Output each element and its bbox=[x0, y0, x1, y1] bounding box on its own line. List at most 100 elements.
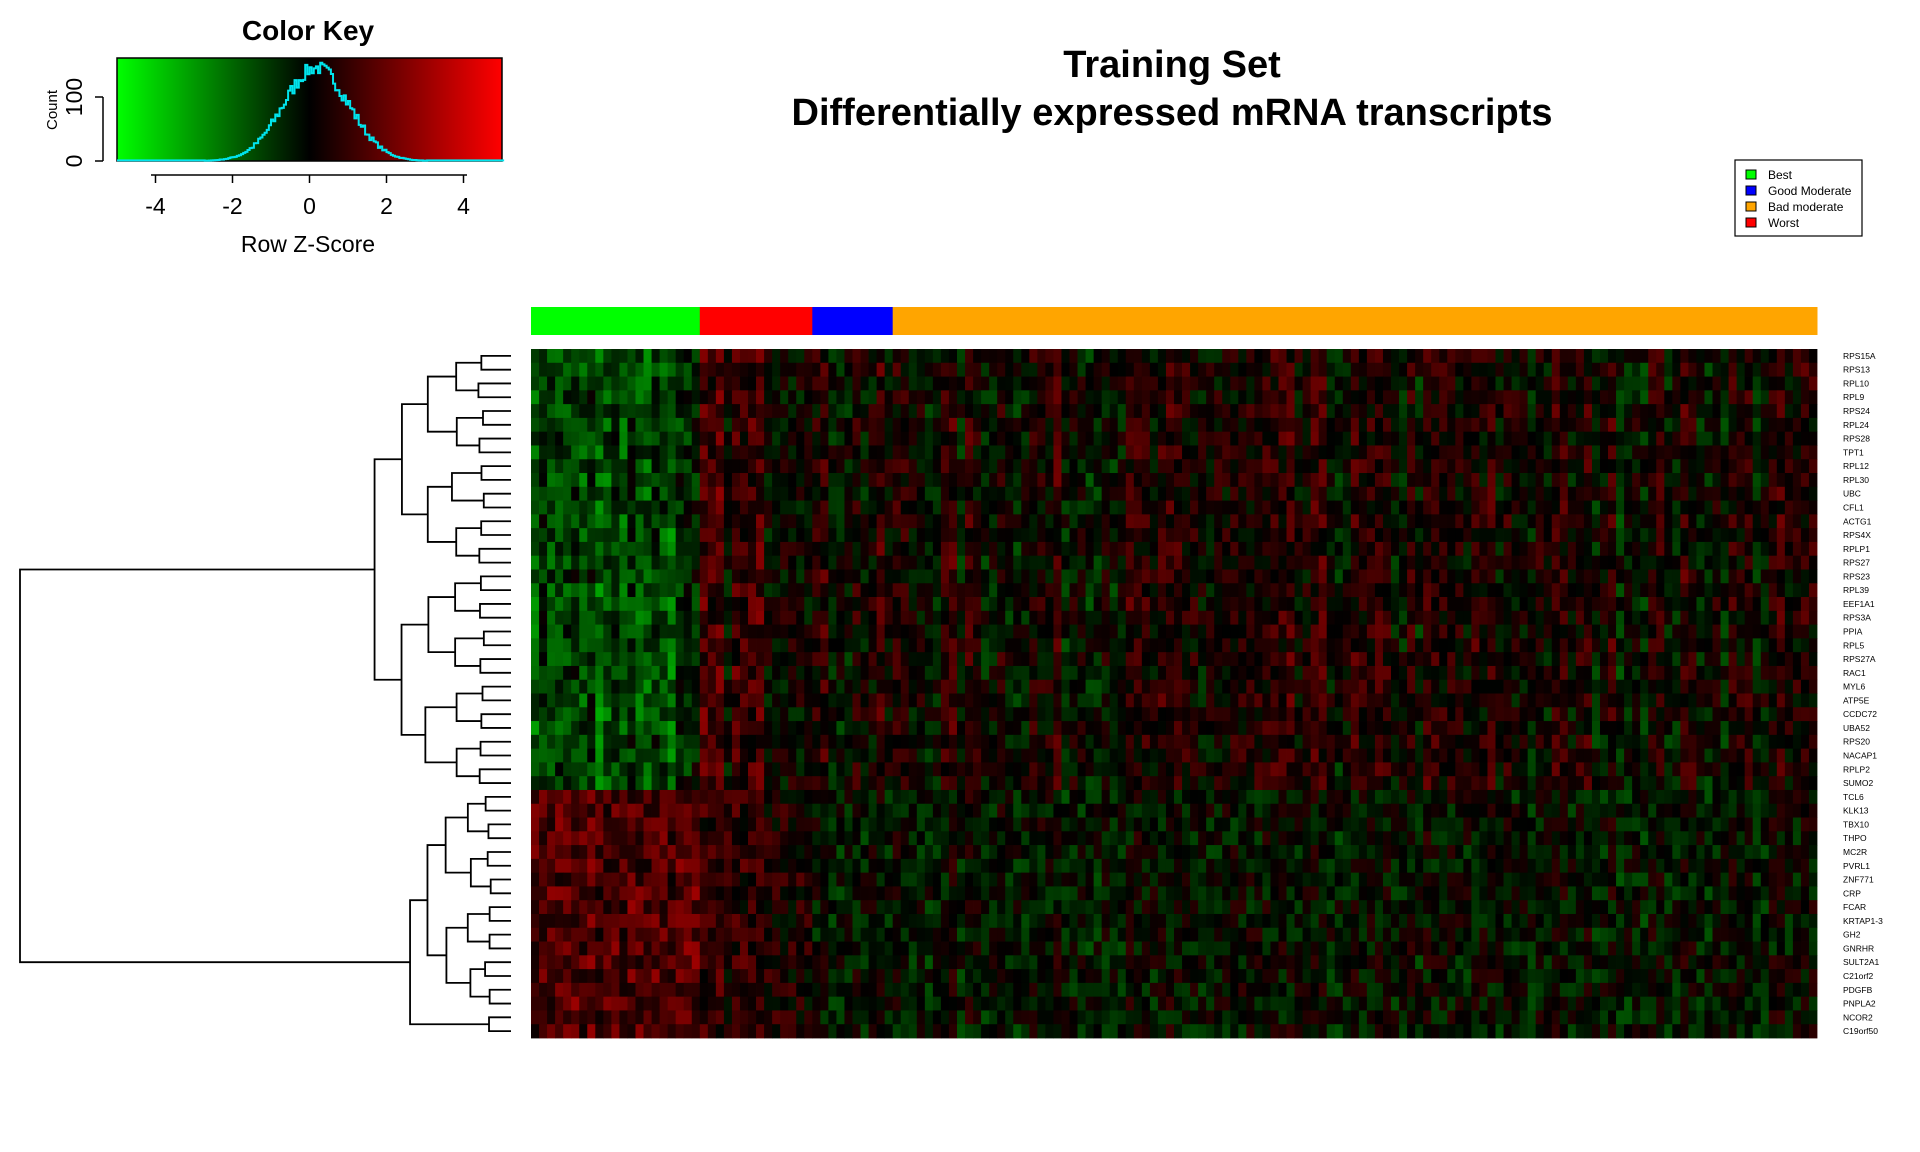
heatmap-cell bbox=[1182, 514, 1191, 529]
heatmap-cell bbox=[1037, 486, 1046, 501]
heatmap-cell bbox=[1302, 555, 1312, 570]
heatmap-cell bbox=[1559, 417, 1569, 433]
heatmap-cell bbox=[627, 528, 636, 543]
heatmap-cell bbox=[1519, 390, 1529, 405]
heatmap-cell bbox=[1141, 679, 1151, 694]
heatmap-cell bbox=[1109, 362, 1119, 377]
heatmap-cell bbox=[603, 610, 612, 625]
heatmap-cell bbox=[1053, 349, 1062, 364]
heatmap-cell bbox=[1471, 376, 1480, 391]
heatmap-cell bbox=[796, 762, 805, 777]
heatmap-cell bbox=[956, 362, 966, 377]
heatmap-cell bbox=[1342, 514, 1352, 529]
heatmap-cell bbox=[1696, 721, 1705, 736]
heatmap-cell bbox=[1551, 693, 1561, 708]
heatmap-cell bbox=[1728, 707, 1738, 722]
heatmap-cell bbox=[1391, 555, 1400, 570]
heatmap-cell bbox=[1664, 734, 1673, 750]
heatmap-cell bbox=[836, 679, 845, 694]
heatmap-cell bbox=[1487, 624, 1496, 639]
heatmap-cell bbox=[715, 500, 725, 515]
heatmap-cell bbox=[1238, 431, 1247, 446]
heatmap-cell bbox=[1583, 569, 1593, 584]
heatmap-cell bbox=[868, 417, 878, 433]
heatmap-cell bbox=[1214, 652, 1223, 667]
heatmap-cell bbox=[1527, 721, 1537, 736]
heatmap-cell bbox=[611, 707, 620, 722]
heatmap-cell bbox=[1366, 417, 1376, 433]
heatmap-cell bbox=[1640, 390, 1649, 405]
heatmap-cell bbox=[1222, 555, 1231, 570]
heatmap-cell bbox=[1117, 362, 1127, 377]
heatmap-cell bbox=[1752, 500, 1762, 515]
heatmap-cell bbox=[1471, 362, 1480, 377]
heatmap-cell bbox=[723, 431, 733, 446]
heatmap-cell bbox=[876, 555, 886, 570]
heatmap-cell bbox=[691, 707, 701, 722]
heatmap-cell bbox=[667, 514, 677, 529]
heatmap-cell bbox=[1093, 762, 1103, 777]
heatmap-cell bbox=[587, 762, 596, 777]
heatmap-cell bbox=[539, 431, 548, 446]
heatmap-cell bbox=[1776, 500, 1786, 515]
heatmap-cell bbox=[1616, 500, 1625, 515]
heatmap-cell bbox=[1792, 693, 1802, 708]
heatmap-cell bbox=[1182, 679, 1191, 694]
heatmap-cell bbox=[643, 748, 652, 763]
heatmap-cell bbox=[1431, 555, 1440, 570]
heatmap-cell bbox=[699, 500, 709, 515]
heatmap-cell bbox=[1495, 541, 1504, 557]
heatmap-cell bbox=[997, 473, 1006, 488]
heatmap-cell bbox=[1350, 541, 1360, 557]
heatmap-cell bbox=[1334, 665, 1344, 681]
heatmap-cell bbox=[1013, 528, 1022, 543]
heatmap-cell bbox=[1471, 734, 1480, 750]
heatmap-cell bbox=[539, 624, 548, 639]
heatmap-cell bbox=[1374, 638, 1384, 653]
heatmap-cell bbox=[820, 597, 829, 612]
heatmap-cell bbox=[1624, 404, 1633, 419]
heatmap-cell bbox=[1808, 514, 1818, 529]
heatmap-cell bbox=[788, 597, 797, 612]
heatmap-cell bbox=[1157, 597, 1167, 612]
heatmap-cell bbox=[756, 459, 765, 474]
heatmap-cell bbox=[1077, 597, 1086, 612]
heatmap-cell bbox=[1704, 610, 1713, 625]
heatmap-cell bbox=[739, 762, 749, 777]
heatmap-cell bbox=[555, 624, 564, 639]
heatmap-cell bbox=[1206, 679, 1215, 694]
heatmap-cell bbox=[1101, 734, 1111, 750]
heatmap-cell bbox=[651, 734, 660, 750]
heatmap-cell bbox=[1535, 445, 1545, 460]
heatmap-cell bbox=[1157, 500, 1167, 515]
heatmap-cell bbox=[1736, 748, 1746, 763]
heatmap-cell bbox=[1431, 721, 1440, 736]
heatmap-cell bbox=[571, 652, 580, 667]
heatmap-cell bbox=[547, 459, 556, 474]
heatmap-cell bbox=[1230, 431, 1239, 446]
heatmap-cell bbox=[1439, 404, 1448, 419]
heatmap-cell bbox=[852, 597, 861, 612]
heatmap-cell bbox=[1423, 500, 1432, 515]
heatmap-cell bbox=[1656, 665, 1665, 681]
heatmap-cell bbox=[707, 762, 717, 777]
heatmap-cell bbox=[1133, 748, 1143, 763]
heatmap-cell bbox=[1029, 500, 1038, 515]
heatmap-cell bbox=[1270, 693, 1279, 708]
heatmap-cell bbox=[1358, 376, 1368, 391]
heatmap-cell bbox=[1471, 597, 1480, 612]
heatmap-cell bbox=[1752, 638, 1762, 653]
heatmap-cell bbox=[965, 583, 974, 598]
heatmap-cell bbox=[1270, 362, 1279, 377]
heatmap-cell bbox=[1712, 417, 1721, 433]
heatmap-cell bbox=[1784, 362, 1794, 377]
heatmap-cell bbox=[691, 762, 701, 777]
heatmap-cell bbox=[1447, 721, 1456, 736]
heatmap-cell bbox=[1053, 431, 1062, 446]
heatmap-cell bbox=[876, 362, 886, 377]
heatmap-cell bbox=[796, 445, 805, 460]
heatmap-cell bbox=[981, 349, 990, 364]
heatmap-cell bbox=[788, 665, 797, 681]
heatmap-cell bbox=[989, 638, 998, 653]
legend-label: Worst bbox=[1768, 216, 1800, 230]
